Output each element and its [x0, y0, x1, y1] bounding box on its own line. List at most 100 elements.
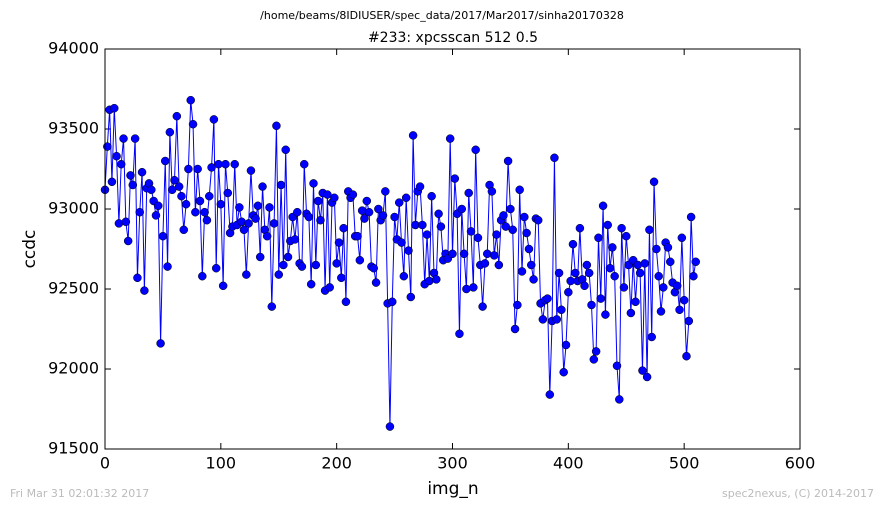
- data-point: [608, 243, 617, 252]
- data-point: [181, 199, 191, 209]
- x-tick-label: 300: [437, 454, 468, 473]
- data-point: [353, 231, 362, 241]
- data-point: [580, 281, 589, 291]
- data-point: [524, 244, 534, 254]
- data-point: [617, 223, 626, 233]
- data-point: [436, 222, 446, 231]
- data-point: [635, 268, 645, 278]
- y-tick-label: 93500: [48, 119, 99, 138]
- data-point: [550, 153, 559, 163]
- data-point: [445, 134, 455, 143]
- data-point: [316, 215, 325, 225]
- data-point: [253, 201, 263, 211]
- data-point: [513, 300, 522, 310]
- data-point: [279, 260, 288, 270]
- data-point: [135, 207, 144, 217]
- data-point: [619, 283, 629, 292]
- data-point: [642, 372, 652, 382]
- data-point: [369, 263, 378, 273]
- data-point: [533, 215, 543, 225]
- data-point: [216, 199, 226, 209]
- data-point: [137, 167, 147, 177]
- data-point: [422, 230, 432, 239]
- y-tick-label: 94000: [48, 39, 99, 58]
- data-point: [116, 159, 126, 169]
- data-point: [489, 251, 499, 260]
- data-point: [689, 271, 698, 281]
- data-point: [638, 366, 647, 375]
- data-point: [554, 268, 564, 278]
- plot-frame: [104, 48, 801, 450]
- data-point: [193, 164, 202, 174]
- data-point: [427, 191, 436, 201]
- data-point: [360, 214, 369, 223]
- data-point: [246, 166, 256, 175]
- data-point: [589, 355, 599, 364]
- data-point: [357, 206, 367, 215]
- data-point: [242, 270, 251, 279]
- data-point: [283, 252, 293, 262]
- data-point: [110, 103, 119, 113]
- data-point: [591, 347, 601, 356]
- data-point: [640, 259, 650, 268]
- data-point: [272, 121, 281, 131]
- data-point: [130, 134, 140, 143]
- data-point: [529, 275, 538, 284]
- data-point: [610, 271, 619, 281]
- data-point: [230, 159, 239, 169]
- data-point: [633, 260, 643, 270]
- data-point: [645, 225, 654, 235]
- data-point: [459, 249, 469, 259]
- data-point: [654, 271, 663, 281]
- data-point: [221, 159, 230, 169]
- data-point: [575, 223, 585, 233]
- data-point: [656, 307, 666, 316]
- x-tick-label: 600: [785, 454, 816, 473]
- data-point: [269, 219, 279, 228]
- data-point: [293, 207, 302, 217]
- data-point: [494, 260, 504, 270]
- data-point: [483, 249, 492, 259]
- data-point: [659, 283, 668, 292]
- data-point: [306, 279, 316, 289]
- data-point: [679, 295, 689, 305]
- data-point: [165, 127, 175, 137]
- data-line: [104, 100, 697, 427]
- data-point: [684, 316, 694, 326]
- data-point: [605, 263, 615, 273]
- data-point: [123, 236, 133, 246]
- data-point: [596, 294, 606, 303]
- data-point: [154, 201, 163, 211]
- data-point: [158, 231, 168, 241]
- data-point: [223, 188, 233, 198]
- data-point: [258, 182, 267, 191]
- data-point: [281, 145, 290, 155]
- data-point: [561, 340, 571, 350]
- data-point: [450, 174, 460, 183]
- data-point: [325, 283, 334, 292]
- data-point: [457, 204, 467, 214]
- data-point: [622, 231, 631, 241]
- data-point: [691, 257, 700, 267]
- data-point: [207, 163, 216, 172]
- data-point: [564, 287, 573, 297]
- data-point: [337, 273, 346, 283]
- data-point: [297, 262, 307, 271]
- data-point: [332, 259, 341, 268]
- data-point: [255, 252, 265, 262]
- data-point: [663, 243, 673, 252]
- data-point: [545, 390, 555, 399]
- data-point: [156, 339, 165, 348]
- data-point: [492, 230, 501, 239]
- data-point: [179, 225, 189, 235]
- data-point: [471, 145, 480, 155]
- data-point: [309, 179, 318, 188]
- data-point: [522, 228, 531, 238]
- data-point: [304, 212, 314, 222]
- data-point: [510, 324, 520, 334]
- data-point: [184, 164, 193, 174]
- data-point: [462, 284, 471, 294]
- data-point: [107, 177, 117, 187]
- data-point: [401, 193, 411, 203]
